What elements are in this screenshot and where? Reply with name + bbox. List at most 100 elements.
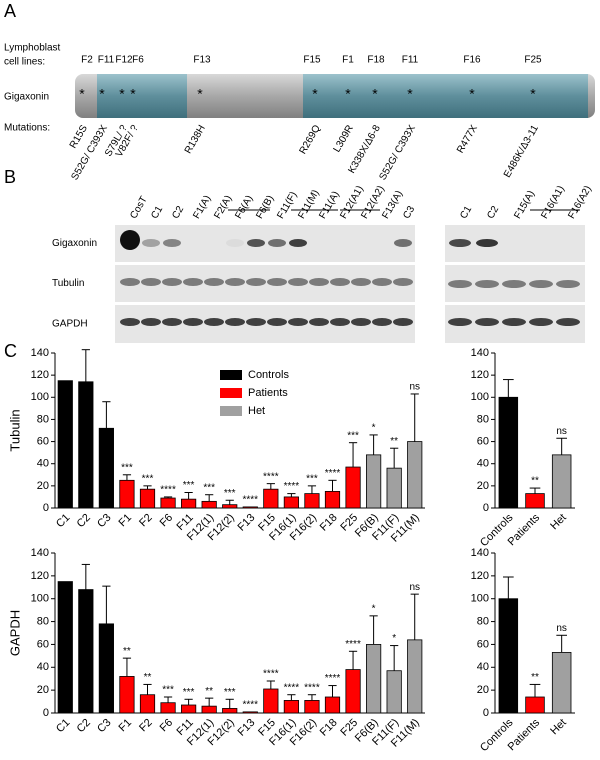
y-tick-label: 80 bbox=[37, 615, 49, 627]
bar bbox=[57, 581, 73, 714]
band bbox=[393, 318, 413, 326]
bar bbox=[345, 669, 361, 714]
band bbox=[225, 318, 245, 326]
significance: *** bbox=[224, 687, 236, 698]
mutation: R138H bbox=[183, 123, 208, 155]
bar bbox=[366, 454, 382, 509]
bar bbox=[181, 498, 197, 509]
bar bbox=[304, 700, 320, 714]
significance: **** bbox=[263, 471, 279, 482]
star: * bbox=[119, 86, 125, 102]
band bbox=[448, 280, 472, 288]
band bbox=[475, 318, 499, 326]
star: * bbox=[312, 86, 318, 102]
x-tick-label: F1 bbox=[117, 512, 135, 530]
bar bbox=[366, 644, 382, 714]
lane-label: F15(A) bbox=[512, 189, 537, 221]
bar bbox=[551, 454, 572, 509]
y-tick-label: 0 bbox=[483, 502, 489, 514]
star: * bbox=[372, 86, 378, 102]
significance: ns bbox=[409, 582, 420, 593]
significance: ** bbox=[531, 476, 539, 487]
bar bbox=[324, 696, 341, 714]
band bbox=[204, 278, 224, 286]
significance: *** bbox=[121, 462, 133, 473]
lane-label: F2(A) bbox=[212, 194, 234, 221]
band bbox=[163, 239, 181, 247]
band bbox=[529, 318, 553, 326]
bar bbox=[324, 490, 341, 509]
cell-line: F11 bbox=[98, 55, 115, 66]
significance: ** bbox=[144, 672, 152, 683]
bar bbox=[304, 493, 320, 509]
star: * bbox=[79, 86, 85, 102]
star: * bbox=[407, 86, 413, 102]
significance: *** bbox=[183, 687, 195, 698]
y-tick-label: 40 bbox=[37, 458, 49, 470]
bar bbox=[98, 427, 114, 509]
band bbox=[162, 278, 182, 286]
significance: *** bbox=[306, 473, 318, 484]
band bbox=[351, 278, 371, 286]
cell-line: F18 bbox=[367, 55, 385, 66]
star: * bbox=[345, 86, 351, 102]
band bbox=[556, 318, 580, 326]
band bbox=[288, 278, 308, 286]
x-tick-label: F13 bbox=[236, 512, 258, 534]
blot bbox=[115, 225, 415, 262]
x-tick-label: Het bbox=[548, 717, 569, 738]
significance: * bbox=[392, 633, 396, 644]
y-tick-label: 60 bbox=[477, 435, 489, 447]
y-tick-label: 80 bbox=[477, 615, 489, 627]
y-tick-label: 140 bbox=[31, 547, 49, 559]
bar bbox=[201, 500, 217, 509]
y-tick-label: 0 bbox=[43, 707, 49, 719]
x-tick-label: F6 bbox=[158, 512, 176, 530]
bar bbox=[551, 652, 572, 714]
significance: ns bbox=[556, 426, 567, 437]
band bbox=[183, 278, 203, 286]
y-tick-label: 120 bbox=[471, 570, 489, 582]
y-axis-label: GAPDH bbox=[7, 610, 22, 656]
domain bbox=[303, 74, 588, 118]
band bbox=[330, 278, 350, 286]
star: * bbox=[99, 86, 105, 102]
lane-label: F16(A2) bbox=[566, 184, 594, 221]
y-tick-label: 40 bbox=[477, 661, 489, 673]
bar bbox=[498, 396, 519, 509]
protein-label: Gigaxonin bbox=[4, 92, 49, 103]
x-tick-label: F6 bbox=[158, 717, 176, 735]
band bbox=[502, 280, 526, 288]
band bbox=[120, 278, 140, 286]
significance: **** bbox=[242, 495, 258, 506]
band bbox=[449, 239, 471, 247]
bar bbox=[283, 700, 299, 714]
row-label: Gigaxonin bbox=[52, 238, 97, 249]
legend-swatch bbox=[220, 388, 242, 398]
y-tick-label: 60 bbox=[477, 638, 489, 650]
y-tick-label: 0 bbox=[483, 707, 489, 719]
x-tick-label: C3 bbox=[95, 717, 113, 735]
y-tick-label: 20 bbox=[37, 684, 49, 696]
y-tick-label: 120 bbox=[471, 369, 489, 381]
x-tick-label: C1 bbox=[54, 717, 72, 735]
bar bbox=[78, 381, 94, 509]
y-tick-label: 60 bbox=[37, 638, 49, 650]
cell-line: F25 bbox=[524, 55, 542, 66]
star: * bbox=[530, 86, 536, 102]
star: * bbox=[469, 86, 475, 102]
x-tick-label: F13 bbox=[236, 717, 258, 739]
bar bbox=[263, 688, 279, 714]
x-tick-label: F2 bbox=[137, 512, 155, 530]
lane-label: F6(B) bbox=[254, 194, 276, 221]
significance: **** bbox=[263, 669, 279, 680]
band bbox=[351, 318, 371, 326]
cell-line: F15 bbox=[303, 55, 321, 66]
band bbox=[226, 239, 244, 247]
significance: * bbox=[372, 423, 376, 434]
bar bbox=[386, 467, 402, 509]
bar bbox=[407, 441, 423, 509]
band bbox=[247, 239, 265, 247]
bar bbox=[139, 488, 156, 509]
